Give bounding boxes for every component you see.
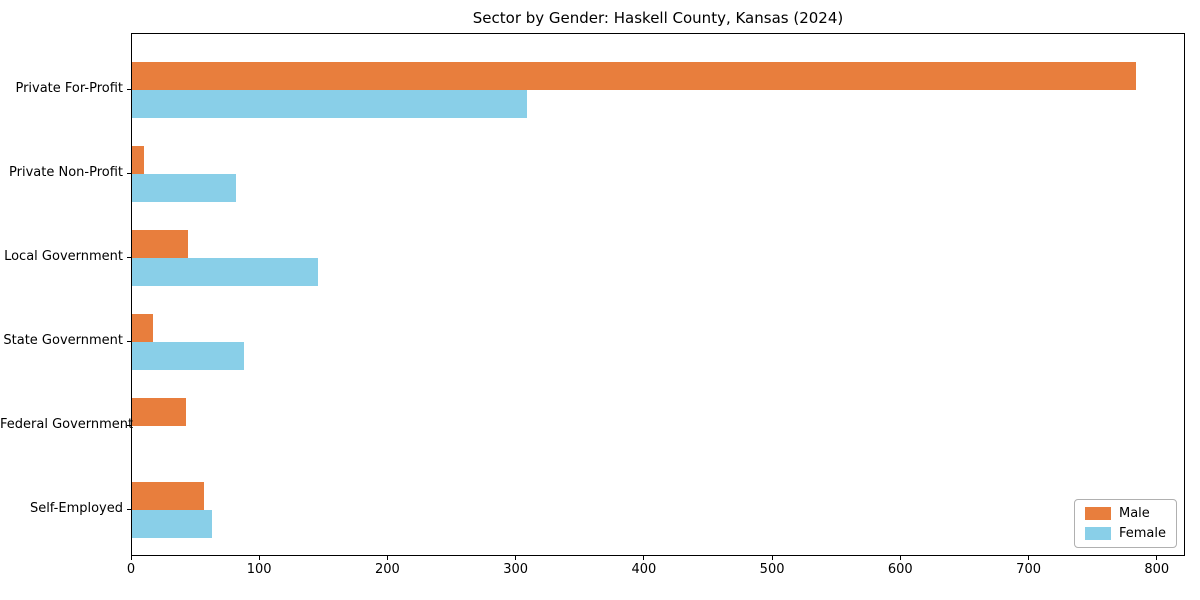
- x-tick-mark: [899, 556, 901, 560]
- legend-label-female: Female: [1118, 526, 1166, 541]
- bar-female-2: [132, 174, 236, 202]
- female-swatch-icon: [1084, 527, 1111, 540]
- legend-label-male: Male: [1118, 506, 1150, 521]
- x-tick-mark: [1028, 556, 1030, 560]
- y-tick-label: Federal Government: [0, 417, 134, 432]
- bar-male-1: [132, 62, 1136, 90]
- bar-male-2: [132, 146, 144, 174]
- x-tick-label: 400: [631, 562, 657, 577]
- legend: Male Female: [1073, 499, 1177, 548]
- bar-male-4: [132, 314, 153, 342]
- legend-item-male: Male: [1084, 506, 1166, 521]
- x-tick-label: 100: [246, 562, 272, 577]
- x-tick-label: 200: [374, 562, 400, 577]
- bar-female-3: [132, 258, 318, 286]
- y-tick-label: Self-Employed: [29, 501, 123, 516]
- bar-male-6: [132, 482, 204, 510]
- bar-female-1: [132, 90, 527, 118]
- x-tick-mark: [258, 556, 260, 560]
- y-tick-label: Private For-Profit: [15, 81, 123, 96]
- male-swatch-icon: [1084, 507, 1111, 520]
- x-tick-mark: [771, 556, 773, 560]
- bar-female-4: [132, 342, 244, 370]
- x-tick-mark: [515, 556, 517, 560]
- x-tick-mark: [1156, 556, 1158, 560]
- y-tick-label: Private Non-Profit: [9, 165, 123, 180]
- legend-item-female: Female: [1084, 526, 1166, 541]
- plot-area: Male Female: [131, 33, 1185, 556]
- y-tick-mark: [127, 424, 131, 426]
- y-tick-mark: [127, 172, 131, 174]
- y-tick-mark: [127, 88, 131, 90]
- x-tick-mark: [130, 556, 132, 560]
- y-tick-mark: [127, 340, 131, 342]
- y-tick-mark: [127, 508, 131, 510]
- y-tick-label: State Government: [3, 333, 123, 348]
- x-tick-mark: [386, 556, 388, 560]
- x-tick-mark: [643, 556, 645, 560]
- chart-title: Sector by Gender: Haskell County, Kansas…: [472, 9, 844, 27]
- y-tick-mark: [127, 256, 131, 258]
- bar-male-3: [132, 230, 189, 258]
- x-tick-label: 800: [1144, 562, 1170, 577]
- x-tick-label: 600: [887, 562, 913, 577]
- x-tick-label: 500: [759, 562, 785, 577]
- bar-male-5: [132, 398, 186, 426]
- x-tick-label: 700: [1016, 562, 1041, 577]
- x-tick-label: 0: [126, 562, 136, 577]
- y-tick-label: Local Government: [4, 249, 123, 264]
- bar-female-6: [132, 510, 212, 538]
- x-tick-label: 300: [503, 562, 529, 577]
